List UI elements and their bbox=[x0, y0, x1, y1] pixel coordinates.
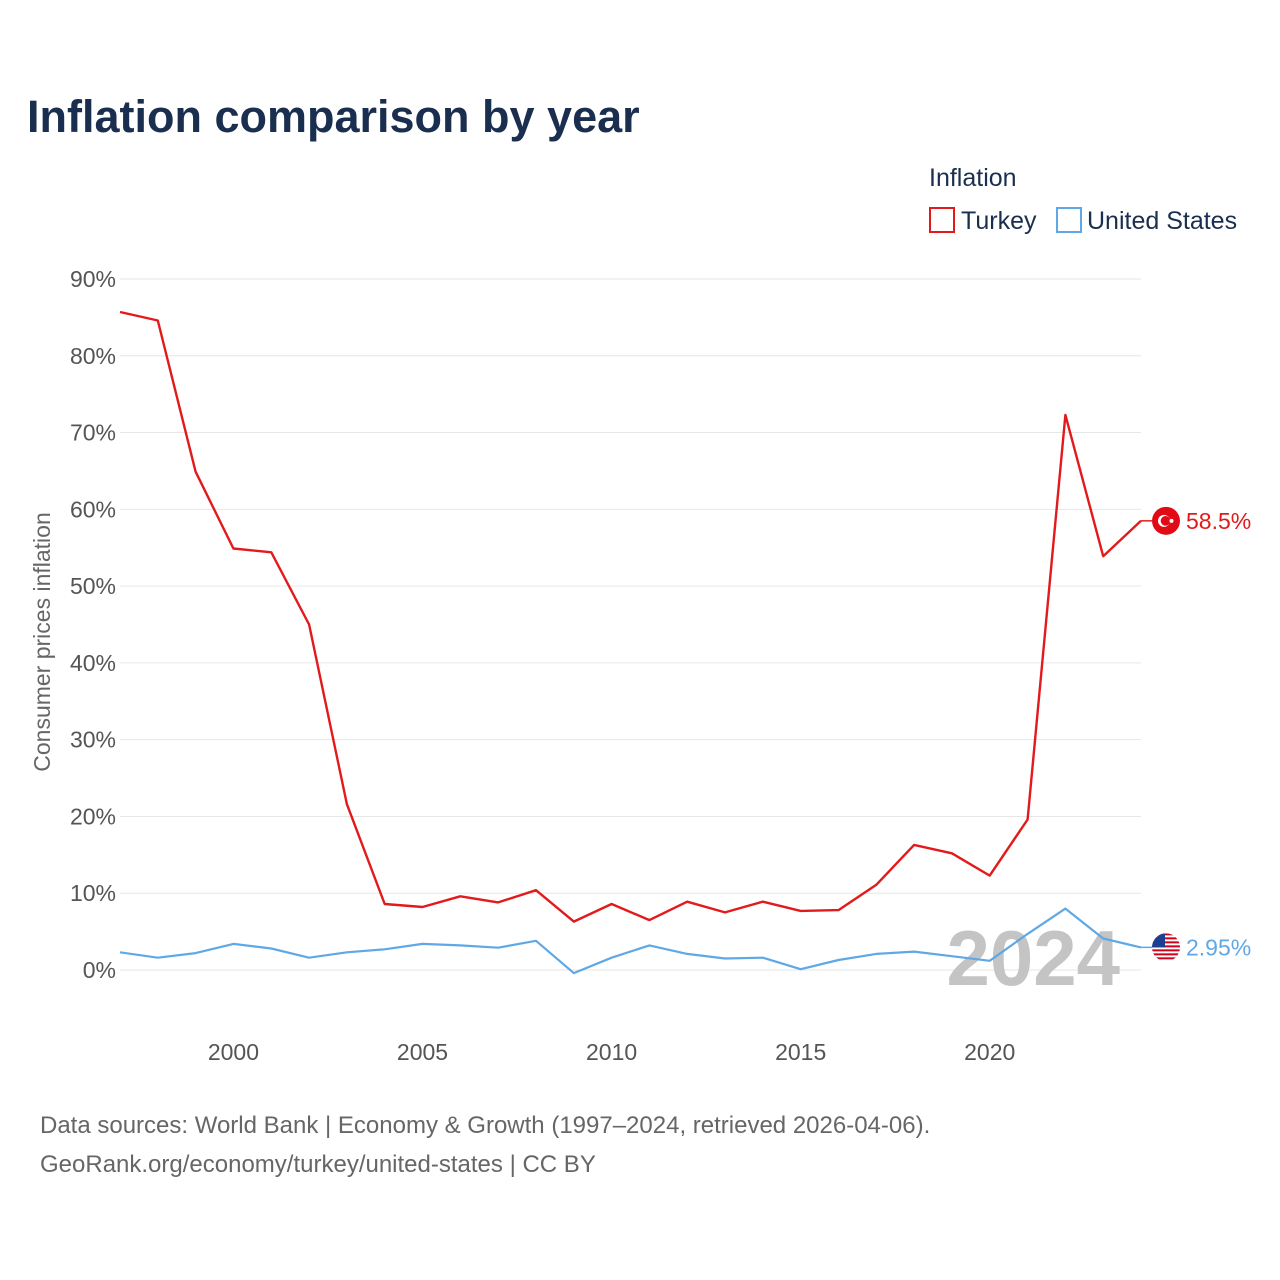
y-tick-label: 10% bbox=[70, 880, 116, 906]
chart-title: Inflation comparison by year bbox=[27, 91, 640, 142]
x-axis-ticks: 2000 2005 2010 2015 2020 bbox=[208, 1039, 1015, 1065]
x-tick-label: 2005 bbox=[397, 1039, 448, 1065]
series-end-markers: 58.5% 2.95% bbox=[1141, 506, 1251, 962]
y-tick-label: 80% bbox=[70, 343, 116, 369]
gridlines bbox=[120, 278, 1141, 971]
y-tick-label: 40% bbox=[70, 650, 116, 676]
turkey-flag-icon bbox=[1152, 506, 1180, 535]
united-states-flag-icon bbox=[1152, 933, 1180, 962]
legend-item-united-states[interactable]: United States bbox=[1056, 207, 1237, 235]
y-tick-label: 50% bbox=[70, 573, 116, 599]
x-tick-label: 2020 bbox=[964, 1039, 1015, 1065]
y-tick-label: 60% bbox=[70, 496, 116, 522]
x-tick-label: 2000 bbox=[208, 1039, 259, 1065]
series-line-united-states bbox=[119, 907, 1142, 975]
legend-label-united-states: United States bbox=[1087, 207, 1237, 235]
series-lines bbox=[119, 310, 1142, 975]
footer-sources: Data sources: World Bank | Economy & Gro… bbox=[40, 1112, 930, 1139]
legend-title: Inflation bbox=[929, 164, 1017, 192]
x-tick-label: 2015 bbox=[775, 1039, 826, 1065]
y-tick-label: 90% bbox=[70, 266, 116, 292]
end-label-united-states: 2.95% bbox=[1186, 934, 1251, 960]
y-tick-label: 0% bbox=[83, 957, 116, 983]
legend-swatch-turkey bbox=[929, 207, 955, 233]
y-axis-ticks: 0% 10% 20% 30% 40% 50% 60% 70% 80% 90% bbox=[70, 266, 116, 983]
y-tick-label: 70% bbox=[70, 420, 116, 446]
end-label-turkey: 58.5% bbox=[1186, 508, 1251, 534]
legend-item-turkey[interactable]: Turkey bbox=[929, 207, 1037, 235]
y-axis-title: Consumer prices inflation bbox=[29, 512, 55, 772]
series-line-turkey bbox=[119, 310, 1142, 923]
y-tick-label: 30% bbox=[70, 727, 116, 753]
footer-credit: GeoRank.org/economy/turkey/united-states… bbox=[40, 1151, 596, 1178]
y-tick-label: 20% bbox=[70, 803, 116, 829]
x-tick-label: 2010 bbox=[586, 1039, 637, 1065]
legend-swatch-united-states bbox=[1056, 207, 1082, 233]
legend-label-turkey: Turkey bbox=[961, 207, 1037, 235]
